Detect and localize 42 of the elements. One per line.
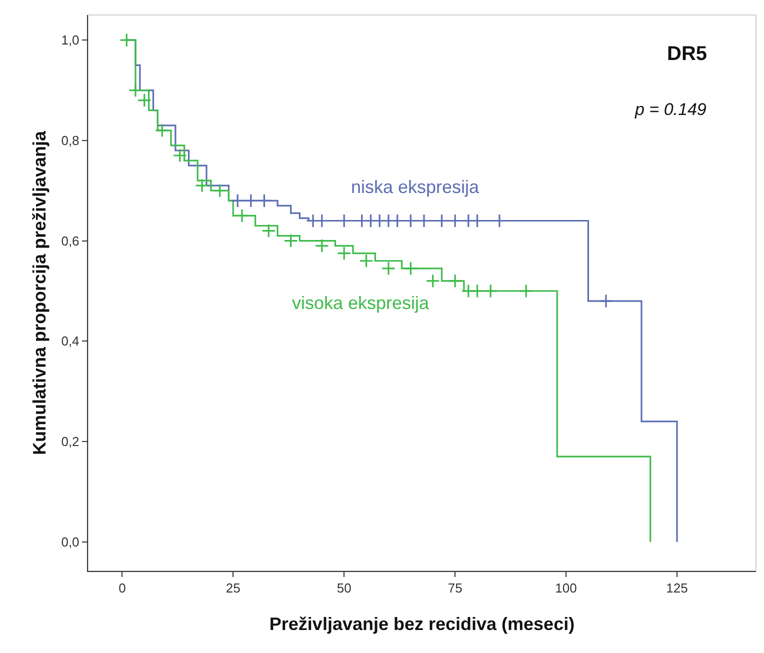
point — [194, 178, 210, 193]
point — [483, 284, 498, 298]
point — [404, 261, 418, 276]
y-tick-label: 0,4 — [61, 334, 80, 349]
point — [212, 184, 227, 198]
point — [128, 83, 143, 98]
annotation: p = 0.149 — [634, 100, 707, 119]
point — [234, 208, 250, 223]
point — [172, 148, 187, 163]
annotation: DR5 — [667, 43, 708, 65]
x-axis-title: Preživljavanje bez recidiva (meseci) — [269, 614, 575, 634]
point — [244, 194, 258, 208]
y-tick-label: 1,0 — [61, 32, 80, 48]
point — [120, 32, 134, 48]
y-tick-label: 0,2 — [61, 434, 80, 450]
point — [359, 254, 374, 268]
y-tick-label: 0,0 — [61, 534, 80, 550]
point — [155, 123, 170, 138]
point — [598, 294, 614, 308]
series-label: niska ekspresija — [351, 177, 480, 197]
point — [470, 284, 484, 298]
point — [257, 194, 272, 208]
point — [230, 194, 245, 208]
point — [448, 274, 462, 288]
x-tick-label: 100 — [555, 580, 577, 596]
x-tick-label: 75 — [448, 580, 462, 596]
point — [314, 238, 330, 253]
point — [518, 284, 534, 298]
point — [337, 246, 352, 260]
x-tick-label: 0 — [118, 580, 126, 596]
x-tick-label: 25 — [226, 580, 240, 596]
x-tick-label: 125 — [666, 580, 688, 596]
point — [284, 234, 298, 248]
point — [262, 224, 276, 238]
y-tick-label: 0,6 — [61, 233, 80, 248]
point — [426, 274, 440, 288]
y-tick-label: 0,8 — [61, 133, 80, 148]
x-tick-label: 50 — [336, 580, 352, 596]
point — [137, 93, 152, 108]
point — [381, 261, 396, 276]
series-label: visoka ekspresija — [292, 293, 430, 313]
y-axis-title: Kumulativna proporcija preživljavanja — [29, 130, 50, 456]
